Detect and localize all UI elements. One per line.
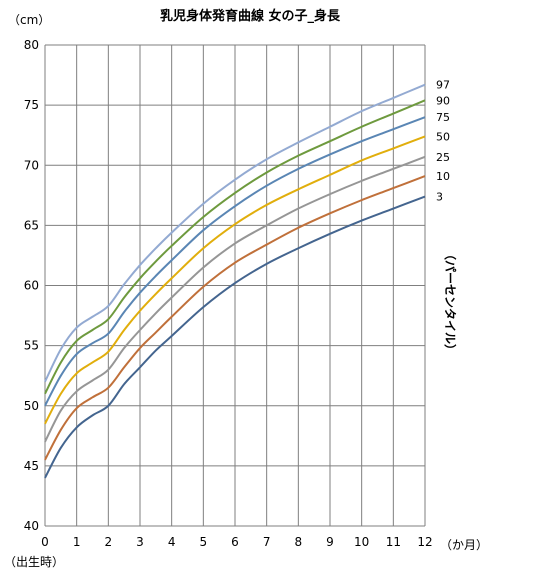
x-tick-label: 12 [417, 535, 432, 549]
x-tick-label: 10 [354, 535, 369, 549]
y-tick-label: 65 [24, 218, 39, 232]
grid [44, 44, 426, 527]
y-tick-label: 80 [24, 38, 39, 52]
percentile-label-50: 50 [436, 130, 450, 143]
percentile-label-90: 90 [436, 94, 450, 107]
y-tick-label: 50 [24, 399, 39, 413]
x-tick-label: 2 [105, 535, 113, 549]
series-line-p25 [44, 155, 426, 443]
series-line-p50 [44, 135, 426, 425]
x-tick-label: 6 [231, 535, 239, 549]
y-tick-label: 55 [24, 339, 39, 353]
x-axis-unit: （か月） [440, 538, 488, 552]
series-line-p75 [44, 116, 426, 407]
series-line-p10 [44, 175, 426, 461]
x-tick-label: 1 [73, 535, 81, 549]
x-tick-label: 5 [200, 535, 208, 549]
x-tick-label: 7 [263, 535, 271, 549]
y-tick-label: 45 [24, 459, 39, 473]
series-line-p3 [44, 195, 426, 479]
x-tick-label: 8 [295, 535, 303, 549]
series-line-p97 [44, 83, 426, 383]
percentile-label-75: 75 [436, 111, 450, 124]
x-tick-label: 4 [168, 535, 176, 549]
right-axis-label: （パーセンタイル） [443, 248, 458, 356]
y-tick-label: 60 [24, 279, 39, 293]
percentile-label-10: 10 [436, 170, 450, 183]
x-origin-label: （出生時） [4, 555, 64, 569]
percentile-labels: 3 10 25 50 75 90 97 [436, 79, 450, 204]
y-tick-label: 75 [24, 98, 39, 112]
series-line-p90 [44, 99, 426, 395]
y-axis-unit: （cm） [8, 13, 50, 27]
x-tick-label: 0 [41, 535, 49, 549]
percentile-label-3: 3 [436, 191, 443, 204]
x-tick-label: 9 [326, 535, 334, 549]
percentile-label-97: 97 [436, 79, 450, 92]
y-tick-label: 40 [24, 519, 39, 533]
series-lines [44, 83, 426, 479]
chart-title: 乳児身体発育曲線 女の子_身長 [160, 8, 341, 24]
x-tick-label: 3 [136, 535, 144, 549]
percentile-label-25: 25 [436, 151, 450, 164]
y-tick-label: 70 [24, 158, 39, 172]
x-tick-label: 11 [386, 535, 401, 549]
